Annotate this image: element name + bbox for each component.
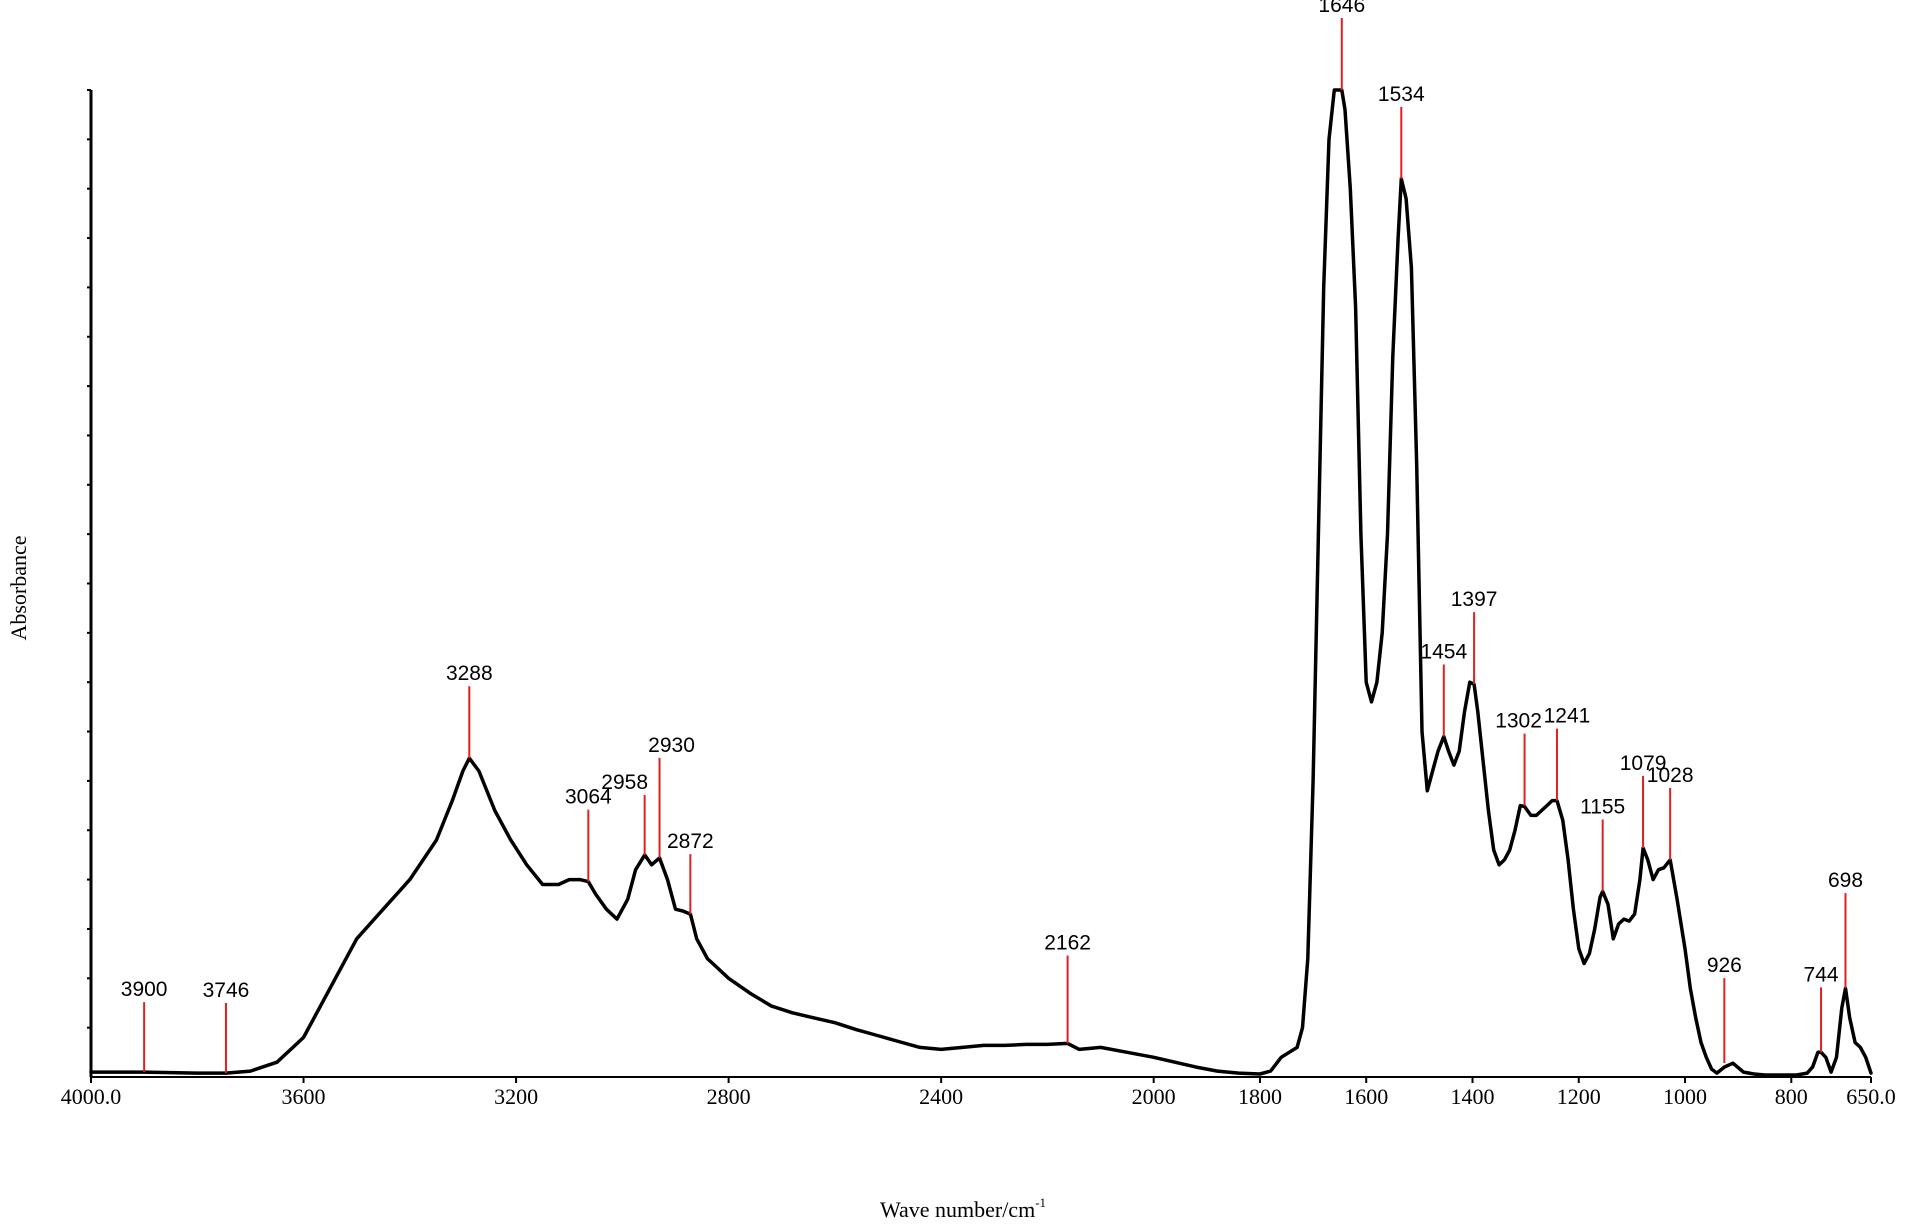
- peak-label: 2162: [1044, 931, 1091, 954]
- y-axis-ticks: [87, 89, 91, 1029]
- x-axis-title: Wave number/cm-1: [880, 1195, 1046, 1222]
- spectrum-line: [89, 88, 1873, 1077]
- x-axis-ticks: 4000.0 3600 3200 2800 2400 2000 1800 1600 1400 12…: [61, 1077, 1896, 1109]
- x-axis-tick-label: 1200: [1557, 1084, 1601, 1109]
- x-axis-tick-label: 4000.0: [61, 1084, 122, 1109]
- x-axis-tick-label: 2400: [919, 1084, 963, 1109]
- chart-axes: [89, 90, 1871, 1078]
- peak-label: 2872: [667, 830, 714, 853]
- peak-label: 1397: [1451, 588, 1498, 611]
- peak-label: 698: [1828, 869, 1863, 892]
- x-axis-tick-label: 1400: [1450, 1084, 1494, 1109]
- peak-label: 1028: [1647, 764, 1694, 787]
- x-axis-title-text: Wave number/cm: [880, 1197, 1035, 1222]
- peak-label: 1454: [1420, 640, 1467, 663]
- x-axis-tick-label: 3200: [494, 1084, 538, 1109]
- x-axis-title-superscript: -1: [1035, 1195, 1046, 1210]
- x-axis-tick-label: 1000: [1663, 1084, 1707, 1109]
- x-axis-tick-label: 2800: [707, 1084, 751, 1109]
- x-axis-tick-label: 650.0: [1846, 1084, 1896, 1109]
- peak-label: 3064: [565, 786, 612, 809]
- peak-label: 1534: [1378, 83, 1425, 106]
- x-axis-tick-label: 1800: [1238, 1084, 1282, 1109]
- peak-label: 1241: [1544, 705, 1591, 728]
- peak-label: 2930: [648, 734, 695, 757]
- peak-label: 1155: [1580, 795, 1625, 818]
- x-axis-tick-label: 800: [1775, 1084, 1808, 1109]
- peak-label: 1079: [1620, 752, 1667, 775]
- y-axis-title: Absorbance: [6, 535, 31, 640]
- peak-label: 3746: [203, 979, 250, 1002]
- peak-label: 744: [1804, 963, 1839, 986]
- x-axis-tick-label: 1600: [1344, 1084, 1388, 1109]
- peak-label: 1646: [1318, 0, 1365, 17]
- x-axis-tick-label: 3600: [282, 1084, 326, 1109]
- peak-label: 2958: [601, 771, 648, 794]
- peak-label: 1302: [1495, 710, 1542, 733]
- peak-label: 3900: [121, 978, 168, 1001]
- peak-label: 3288: [446, 662, 493, 685]
- peak-label: 926: [1707, 954, 1742, 977]
- x-axis-tick-label: 2000: [1132, 1084, 1176, 1109]
